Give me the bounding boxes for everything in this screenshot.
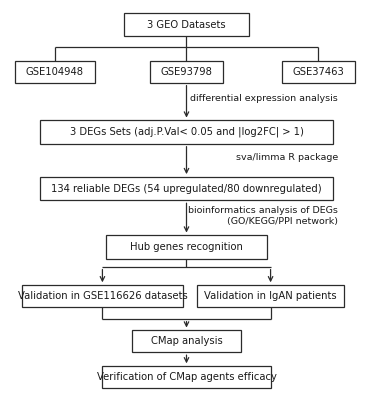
Text: Validation in IgAN patients: Validation in IgAN patients [204, 291, 337, 301]
Text: Verification of CMap agents efficacy: Verification of CMap agents efficacy [97, 372, 276, 382]
Text: differential expression analysis: differential expression analysis [191, 94, 338, 104]
FancyBboxPatch shape [132, 330, 241, 352]
FancyBboxPatch shape [15, 61, 95, 83]
Text: CMap analysis: CMap analysis [151, 336, 222, 346]
Text: Validation in GSE116626 datasets: Validation in GSE116626 datasets [18, 291, 187, 301]
FancyBboxPatch shape [103, 366, 270, 388]
FancyBboxPatch shape [150, 61, 223, 83]
Text: bioinformatics analysis of DEGs
(GO/KEGG/PPI network): bioinformatics analysis of DEGs (GO/KEGG… [188, 206, 338, 226]
Text: 3 DEGs Sets (adj.P.Val< 0.05 and |log2FC| > 1): 3 DEGs Sets (adj.P.Val< 0.05 and |log2FC… [69, 127, 304, 138]
Text: 3 GEO Datasets: 3 GEO Datasets [147, 20, 226, 30]
Text: Hub genes recognition: Hub genes recognition [130, 242, 243, 252]
FancyBboxPatch shape [40, 120, 333, 144]
Text: sva/limma R package: sva/limma R package [236, 152, 338, 162]
Text: 134 reliable DEGs (54 upregulated/80 downregulated): 134 reliable DEGs (54 upregulated/80 dow… [51, 184, 322, 194]
FancyBboxPatch shape [197, 285, 344, 307]
FancyBboxPatch shape [40, 177, 333, 200]
FancyBboxPatch shape [282, 61, 355, 83]
FancyBboxPatch shape [22, 285, 183, 307]
FancyBboxPatch shape [124, 13, 249, 36]
Text: GSE37463: GSE37463 [292, 67, 344, 77]
Text: GSE104948: GSE104948 [26, 67, 84, 77]
Text: GSE93798: GSE93798 [160, 67, 213, 77]
FancyBboxPatch shape [106, 236, 267, 259]
